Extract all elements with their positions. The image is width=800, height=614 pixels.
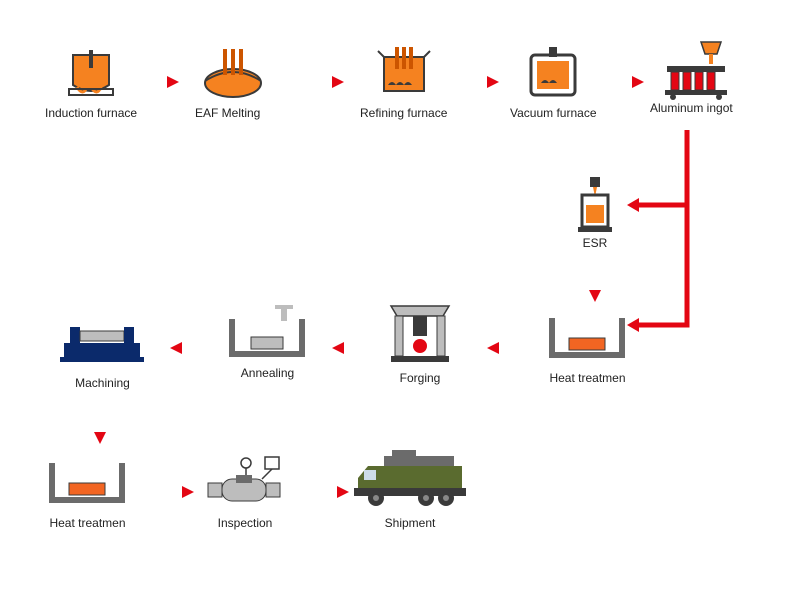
refining-furnace-icon (374, 45, 434, 100)
induction-furnace-icon (61, 45, 121, 100)
stage-eaf-melting: EAF Melting (195, 45, 260, 120)
stage-label: Induction furnace (45, 106, 137, 120)
stage-label: Machining (60, 376, 145, 390)
stage-heat-treatment-1: Heat treatmen (545, 310, 630, 385)
annealing-icon (225, 305, 310, 360)
stage-inspection: Inspection (200, 455, 290, 530)
stage-forging: Forging (385, 300, 455, 385)
stage-aluminum-ingot: Aluminum ingot (650, 40, 733, 115)
stage-annealing: Annealing (225, 305, 310, 380)
arrow-right-icon (305, 482, 350, 502)
stage-vacuum-furnace: Vacuum furnace (510, 45, 597, 120)
stage-shipment: Shipment (350, 448, 470, 530)
stage-label: Shipment (350, 516, 470, 530)
stage-label: ESR (565, 236, 625, 250)
stage-label: Heat treatmen (545, 371, 630, 385)
stage-label: EAF Melting (195, 106, 260, 120)
aluminum-ingot-icon (661, 40, 721, 95)
stage-heat-treatment-2: Heat treatmen (45, 455, 130, 530)
stage-label: Inspection (200, 516, 290, 530)
stage-label: Refining furnace (360, 106, 447, 120)
vacuum-furnace-icon (523, 45, 583, 100)
stage-label: Vacuum furnace (510, 106, 597, 120)
shipment-icon (350, 448, 470, 510)
forging-icon (385, 300, 455, 365)
heat-treatment-icon (545, 310, 630, 365)
arrow-right-icon (455, 72, 500, 92)
stage-esr: ESR (565, 175, 625, 250)
eaf-melting-icon (198, 45, 258, 100)
stage-label: Aluminum ingot (650, 101, 733, 115)
arrow-down-icon (90, 400, 110, 445)
arrow-right-icon (150, 482, 195, 502)
arrow-left-icon (485, 338, 530, 358)
arrow-left-icon (330, 338, 375, 358)
arrow-left-icon (168, 338, 213, 358)
arrow-right-icon (600, 72, 645, 92)
stage-machining: Machining (60, 315, 145, 390)
inspection-icon (200, 455, 290, 510)
heat-treatment-icon (45, 455, 130, 510)
stage-label: Heat treatmen (45, 516, 130, 530)
stage-refining-furnace: Refining furnace (360, 45, 447, 120)
arrow-branch-icon (625, 130, 705, 345)
stage-label: Annealing (225, 366, 310, 380)
arrow-down-icon (585, 258, 605, 303)
machining-icon (60, 315, 145, 370)
arrow-right-icon (300, 72, 345, 92)
stage-label: Forging (385, 371, 455, 385)
esr-icon (565, 175, 625, 230)
stage-induction-furnace: Induction furnace (45, 45, 137, 120)
arrow-right-icon (135, 72, 180, 92)
